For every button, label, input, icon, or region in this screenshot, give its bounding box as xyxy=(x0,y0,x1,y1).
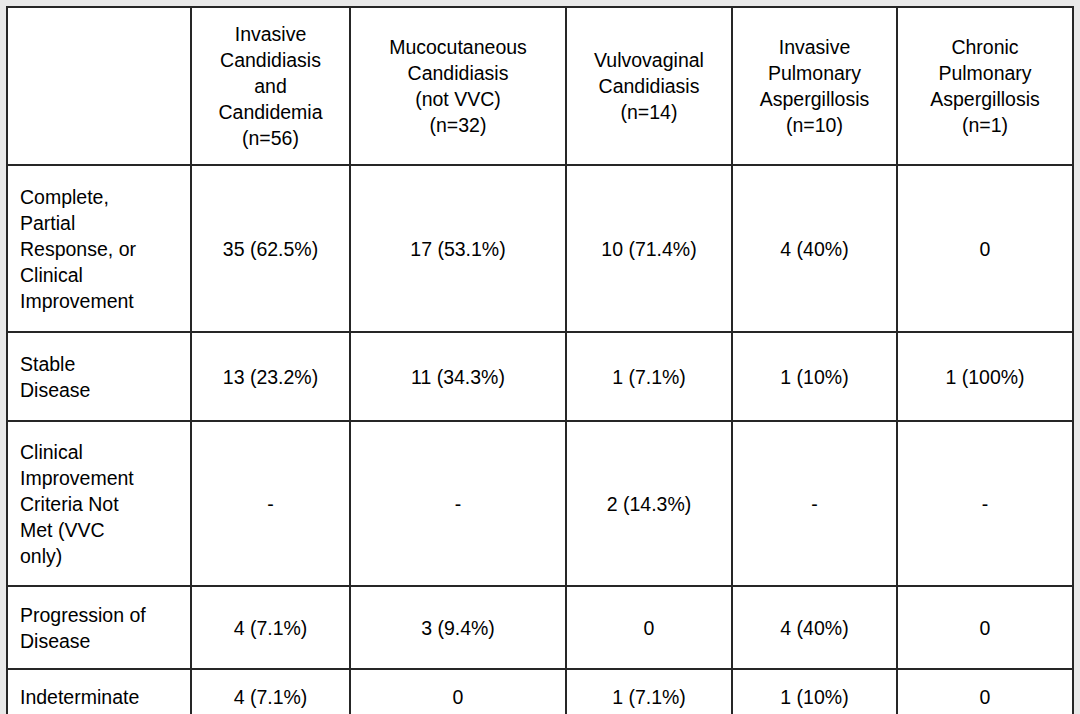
data-cell: 1 (10%) xyxy=(732,669,897,714)
data-cell: 35 (62.5%) xyxy=(191,165,350,332)
data-cell: 11 (34.3%) xyxy=(350,332,566,421)
data-cell: 0 xyxy=(897,586,1073,669)
data-cell: 4 (40%) xyxy=(732,165,897,332)
table-header-row: Invasive Candidiasis and Candidemia (n=5… xyxy=(7,7,1073,165)
table-row-progression-of-disease: Progression of Disease 4 (7.1%) 3 (9.4%)… xyxy=(7,586,1073,669)
corner-cell xyxy=(7,7,191,165)
clinical-outcomes-table: Invasive Candidiasis and Candidemia (n=5… xyxy=(6,6,1074,714)
table-row-stable-disease: Stable Disease 13 (23.2%) 11 (34.3%) 1 (… xyxy=(7,332,1073,421)
header-cell-invasive-pulmonary-aspergillosis: Invasive Pulmonary Aspergillosis (n=10) xyxy=(732,7,897,165)
data-cell: - xyxy=(191,421,350,586)
data-cell: - xyxy=(897,421,1073,586)
data-cell: 4 (7.1%) xyxy=(191,669,350,714)
data-cell: 2 (14.3%) xyxy=(566,421,732,586)
header-cell-vulvovaginal-candidiasis: Vulvovaginal Candidiasis (n=14) xyxy=(566,7,732,165)
table-row-indeterminate: Indeterminate 4 (7.1%) 0 1 (7.1%) 1 (10%… xyxy=(7,669,1073,714)
row-label: Complete, Partial Response, or Clinical … xyxy=(7,165,191,332)
data-cell: 4 (40%) xyxy=(732,586,897,669)
data-cell: 13 (23.2%) xyxy=(191,332,350,421)
row-label: Clinical Improvement Criteria Not Met (V… xyxy=(7,421,191,586)
data-cell: - xyxy=(732,421,897,586)
data-cell: 1 (7.1%) xyxy=(566,332,732,421)
data-cell: 1 (100%) xyxy=(897,332,1073,421)
data-cell: 0 xyxy=(897,669,1073,714)
header-cell-invasive-candidiasis: Invasive Candidiasis and Candidemia (n=5… xyxy=(191,7,350,165)
table-row-clinical-improvement-criteria-not-met: Clinical Improvement Criteria Not Met (V… xyxy=(7,421,1073,586)
header-cell-mucocutaneous-candidiasis: Mucocutaneous Candidiasis (not VVC) (n=3… xyxy=(350,7,566,165)
data-cell: 1 (10%) xyxy=(732,332,897,421)
data-cell: - xyxy=(350,421,566,586)
data-cell: 3 (9.4%) xyxy=(350,586,566,669)
header-cell-chronic-pulmonary-aspergillosis: Chronic Pulmonary Aspergillosis (n=1) xyxy=(897,7,1073,165)
row-label: Stable Disease xyxy=(7,332,191,421)
data-cell: 17 (53.1%) xyxy=(350,165,566,332)
data-cell: 0 xyxy=(897,165,1073,332)
data-cell: 0 xyxy=(566,586,732,669)
data-cell: 0 xyxy=(350,669,566,714)
data-cell: 1 (7.1%) xyxy=(566,669,732,714)
row-label: Progression of Disease xyxy=(7,586,191,669)
data-cell: 10 (71.4%) xyxy=(566,165,732,332)
data-cell: 4 (7.1%) xyxy=(191,586,350,669)
table-row-complete-partial-response: Complete, Partial Response, or Clinical … xyxy=(7,165,1073,332)
page: Invasive Candidiasis and Candidemia (n=5… xyxy=(0,0,1080,714)
row-label: Indeterminate xyxy=(7,669,191,714)
